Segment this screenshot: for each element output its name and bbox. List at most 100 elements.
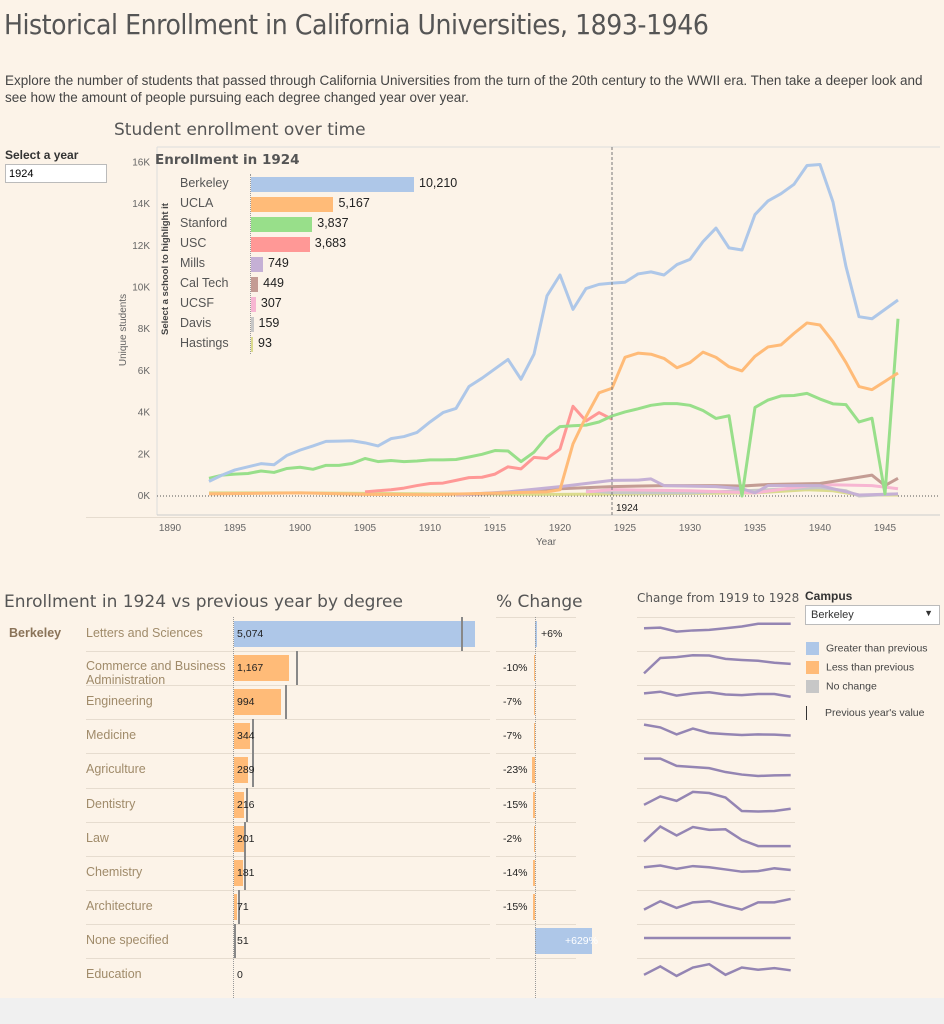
snapshot-school-name[interactable]: Stanford — [180, 216, 228, 230]
pct-bar[interactable] — [533, 859, 535, 886]
degree-name[interactable]: Law — [86, 830, 109, 845]
campus-dropdown[interactable]: Berkeley ▼ — [805, 605, 940, 625]
degree-bar[interactable] — [234, 757, 248, 784]
snapshot-bar[interactable] — [251, 237, 310, 252]
degree-sparkline[interactable] — [0, 788, 944, 822]
degree-bar[interactable] — [234, 655, 290, 682]
pct-bar[interactable] — [533, 791, 535, 818]
y-tick-label: 2K — [138, 449, 151, 460]
degree-bar[interactable] — [234, 689, 282, 716]
snapshot-title: Enrollment in 1924 — [155, 152, 300, 168]
snapshot-bar[interactable] — [251, 257, 263, 272]
series-line-ucsf[interactable] — [585, 483, 899, 495]
pct-bar[interactable] — [535, 621, 537, 647]
degree-bar[interactable] — [234, 791, 245, 818]
pct-bar[interactable] — [535, 927, 592, 954]
snapshot-school-name[interactable]: Cal Tech — [180, 276, 229, 290]
degree-sparkline[interactable] — [0, 822, 944, 856]
sparkline-path — [643, 723, 791, 738]
snapshot-school-name[interactable]: Berkeley — [180, 176, 229, 190]
snapshot-bar[interactable] — [251, 177, 414, 192]
campus-dropdown-value: Berkeley — [811, 609, 854, 621]
x-tick-label: 1935 — [744, 523, 767, 534]
degree-sparkline[interactable] — [0, 890, 944, 924]
pct-bar[interactable] — [534, 825, 535, 852]
x-tick-label: 1925 — [614, 523, 637, 534]
snapshot-bar[interactable] — [251, 317, 254, 332]
snapshot-value: 3,683 — [314, 236, 347, 250]
series-line-usc[interactable] — [364, 404, 613, 494]
pct-change-value: -14% — [503, 866, 528, 879]
sparkline-path — [644, 757, 791, 778]
degree-bar[interactable] — [234, 825, 244, 852]
degree-name[interactable]: Education — [86, 967, 142, 981]
year-input[interactable] — [5, 164, 107, 183]
snapshot-school-name[interactable]: UCLA — [180, 196, 214, 210]
y-axis-title: Unique students — [118, 294, 129, 366]
degree-name[interactable]: Letters and Sciences — [86, 626, 203, 640]
pct-bar[interactable] — [533, 893, 535, 920]
pct-bar[interactable] — [532, 757, 535, 784]
snapshot-bar[interactable] — [251, 197, 334, 212]
legend-less[interactable]: Less than previous — [806, 661, 914, 674]
degree-row: None specified 51 +629% — [0, 923, 944, 958]
degree-bar[interactable] — [234, 859, 243, 886]
snapshot-bar[interactable] — [251, 277, 259, 292]
legend-greater[interactable]: Greater than previous — [806, 642, 928, 655]
sparkline-path — [643, 897, 791, 911]
pct-change-title: % Change — [496, 592, 583, 612]
snapshot-school-name[interactable]: Davis — [180, 316, 212, 330]
degree-sparkline[interactable] — [0, 958, 944, 992]
degree-name[interactable]: None specified — [86, 932, 169, 947]
snapshot-school-name[interactable]: UCSF — [180, 296, 215, 310]
degree-bar[interactable] — [234, 621, 475, 647]
y-tick-label: 14K — [132, 199, 150, 210]
snapshot-value: 449 — [263, 276, 285, 290]
snapshot-school-name[interactable]: Mills — [180, 256, 205, 270]
degree-sparkline[interactable] — [0, 651, 944, 685]
pct-change-value: +629% — [565, 934, 598, 947]
series-line-stanford[interactable] — [208, 318, 900, 498]
snapshot-bar[interactable] — [251, 217, 313, 232]
degree-sparkline[interactable] — [0, 719, 944, 753]
degree-name[interactable]: Architecture — [86, 898, 153, 913]
y-tick-label: 12K — [132, 241, 150, 252]
sparkline-path — [643, 622, 791, 633]
snapshot-bar[interactable] — [251, 337, 253, 352]
snapshot-bar[interactable] — [251, 297, 256, 312]
degree-name[interactable]: Agriculture — [86, 762, 146, 777]
degree-name[interactable]: Commerce and Business Administration — [86, 659, 226, 688]
pct-bar[interactable] — [533, 655, 535, 682]
degree-sparkline[interactable] — [0, 856, 944, 890]
degree-row: Agriculture 289 -23% — [0, 753, 944, 788]
degree-name[interactable]: Medicine — [86, 728, 137, 743]
degree-sparkline[interactable] — [0, 685, 944, 719]
degree-bar[interactable] — [234, 723, 251, 750]
degree-value: 181 — [237, 866, 255, 879]
degree-row: Law 201 -2% — [0, 821, 944, 856]
series-line-mills[interactable] — [455, 477, 899, 497]
degree-sparkline[interactable] — [0, 753, 944, 787]
degree-name[interactable]: Chemistry — [86, 864, 143, 879]
snapshot-school-name[interactable]: USC — [180, 236, 207, 250]
degree-row: Dentistry 216 -15% — [0, 787, 944, 822]
legend-nochange[interactable]: No change — [806, 680, 877, 693]
campus-row-label: Berkeley — [9, 626, 62, 640]
pct-bar[interactable] — [534, 689, 535, 716]
pct-bar[interactable] — [534, 723, 535, 750]
degree-bar[interactable] — [234, 893, 238, 920]
degree-sparkline[interactable] — [0, 617, 944, 651]
snapshot-value: 3,837 — [317, 216, 349, 230]
x-tick-label: 1940 — [809, 523, 832, 534]
series-line-berkeley[interactable] — [208, 162, 899, 483]
degree-name[interactable]: Engineering — [86, 694, 153, 709]
degree-sparkline[interactable] — [0, 924, 944, 958]
degree-name[interactable]: Dentistry — [86, 796, 136, 811]
degree-row: Commerce and Business Administration 1,1… — [0, 651, 944, 688]
page-description: Explore the number of students that pass… — [5, 73, 923, 105]
snapshot-school-name[interactable]: Hastings — [180, 336, 229, 350]
y-tick-label: 0K — [138, 491, 151, 502]
pct-axis — [535, 617, 536, 998]
x-axis-title: Year — [536, 537, 557, 548]
series-line-ucla[interactable] — [208, 321, 899, 497]
